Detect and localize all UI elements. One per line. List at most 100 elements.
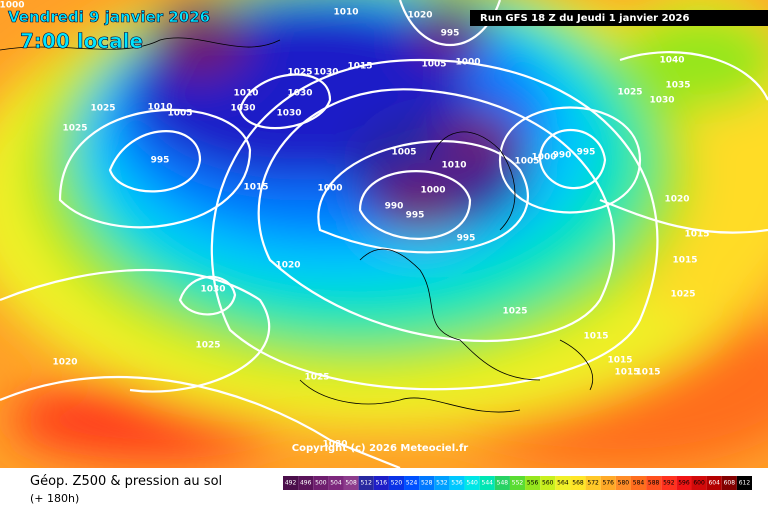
isobar-label: 1015 (583, 332, 608, 342)
scale-label: 564 (557, 480, 569, 487)
scale-label: 512 (360, 480, 372, 487)
isobar-label: 1000 (531, 153, 556, 163)
scale-swatch (298, 476, 314, 490)
scale-label: 556 (527, 480, 539, 487)
scale-label: 568 (572, 480, 584, 487)
isobar-label: 1000 (317, 184, 342, 194)
isobar-label: 1030 (322, 440, 347, 450)
scale-label: 576 (603, 480, 615, 487)
scale-swatch (646, 476, 662, 490)
copyright: Copyright (c) 2026 Meteociel.fr (292, 443, 469, 454)
isobar-label: 1010 (333, 8, 358, 18)
scale-label: 520 (391, 480, 403, 487)
scale-swatch (373, 476, 389, 490)
scale-swatch (691, 476, 707, 490)
isobar-label: 1015 (614, 368, 639, 378)
scale-swatch (494, 476, 510, 490)
footer-title: Géop. Z500 & pression au sol (30, 474, 222, 489)
isobar-label: 1025 (670, 290, 695, 300)
isobar-label: 1015 (243, 183, 268, 193)
isobar-label: 1030 (287, 89, 312, 99)
scale-swatch (736, 476, 752, 490)
scale-swatch (615, 476, 631, 490)
local-time: 7:00 locale (20, 29, 143, 53)
scale-label: 536 (451, 480, 463, 487)
isobar-label: 1005 (167, 109, 192, 119)
scale-swatch (509, 476, 526, 490)
scale-label: 592 (663, 480, 675, 487)
scale-swatch (585, 476, 601, 490)
isobar-label: 1020 (52, 358, 77, 368)
scale-swatch (721, 476, 737, 490)
isobar-label: 1025 (62, 124, 87, 134)
scale-label: 608 (724, 480, 736, 487)
scale-swatch (464, 476, 480, 490)
scale-label: 584 (633, 480, 645, 487)
isobar-label: 1000 (420, 186, 445, 196)
isobar-label: 1020 (407, 11, 432, 21)
isobar-label: 1005 (391, 148, 416, 158)
isobar-label: 995 (577, 148, 596, 158)
isobar-label: 1000 (0, 1, 25, 11)
scale-swatch (404, 476, 420, 490)
run-info: Run GFS 18 Z du Jeudi 1 janvier 2026 (480, 13, 689, 24)
isobar-label: 1010 (441, 161, 466, 171)
isobar-label: 1035 (665, 81, 690, 91)
isobar-label: 1015 (684, 230, 709, 240)
scale-swatch (328, 476, 344, 490)
scale-label: 540 (466, 480, 478, 487)
scale-label: 580 (618, 480, 630, 487)
scale-label: 572 (587, 480, 599, 487)
isobar-label: 1015 (347, 62, 372, 72)
scale-label: 588 (648, 480, 660, 487)
scale-label: 500 (315, 480, 327, 487)
isobar-label: 1015 (635, 368, 660, 378)
scale-swatch (706, 476, 722, 490)
isobar-label: 1010 (147, 103, 172, 113)
lead-time: (+ 180h) (30, 492, 79, 505)
scale-label: 528 (421, 480, 433, 487)
scale-label: 548 (497, 480, 509, 487)
isobar-label: 1010 (233, 89, 258, 99)
isobar-label: 1025 (195, 341, 220, 351)
scale-swatch (358, 476, 374, 490)
scale-swatch (313, 476, 329, 490)
color-scale: 492 496 500 504 508 512 516 520 524 528 532 536 540 5… (283, 476, 752, 490)
scale-swatch (343, 476, 359, 490)
isobar-label: 1020 (664, 195, 689, 205)
scale-label: 508 (345, 480, 357, 487)
isobar-label: 1005 (421, 60, 446, 70)
isobar-label: 1025 (287, 68, 312, 78)
isobar-label: 990 (385, 202, 404, 212)
run-banner (470, 10, 768, 26)
coastlines (0, 37, 593, 413)
scale-label: 544 (482, 480, 494, 487)
isobar-label: 1030 (230, 104, 255, 114)
scale-swatch (525, 476, 541, 490)
isobar-label: 1030 (276, 109, 301, 119)
isobars (0, 0, 768, 468)
scale-swatch (540, 476, 556, 490)
isobar-label: 1030 (313, 68, 338, 78)
scale-label: 612 (739, 480, 751, 487)
isobar-label: 1015 (672, 256, 697, 266)
scale-swatch (283, 476, 299, 490)
scale-label: 532 (436, 480, 448, 487)
isobar-label: 1000 (455, 58, 480, 68)
scale-swatch (434, 476, 450, 490)
scale-swatch (555, 476, 571, 490)
scale-label: 596 (678, 480, 690, 487)
isobar-label: 1040 (659, 56, 684, 66)
isobar-label: 1030 (200, 285, 225, 295)
isobar-label: 1030 (649, 96, 674, 106)
isobar-label: 995 (441, 29, 460, 39)
isobar-label: 1005 (514, 157, 539, 167)
isobar-label: 1025 (304, 373, 329, 383)
scale-swatch (570, 476, 586, 490)
scale-label: 516 (376, 480, 388, 487)
scale-label: 504 (330, 480, 342, 487)
scale-swatch (630, 476, 647, 490)
